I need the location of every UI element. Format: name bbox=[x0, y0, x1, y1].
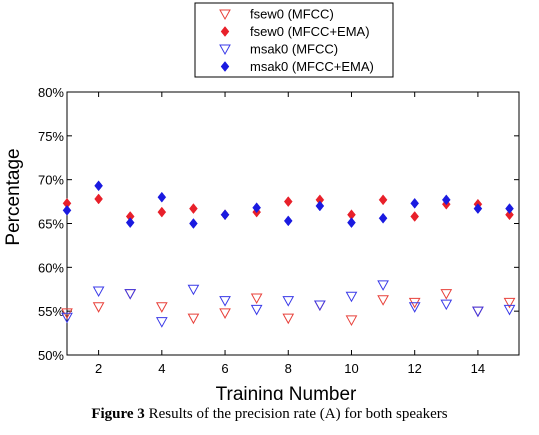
point-series-3 bbox=[472, 306, 484, 318]
x-tick-label: 14 bbox=[471, 361, 485, 376]
y-tick-label: 75% bbox=[38, 129, 64, 144]
point-series-2 bbox=[505, 209, 514, 221]
y-axis-label: Percentage bbox=[3, 148, 24, 245]
point-series-4 bbox=[315, 200, 325, 212]
point-series-2 bbox=[157, 206, 167, 218]
point-series-1 bbox=[440, 289, 453, 300]
point-series-1 bbox=[92, 302, 105, 313]
point-series-1 bbox=[219, 308, 231, 319]
point-series-2 bbox=[189, 203, 198, 214]
plot-axes: 50% 55% 60% 65% 70% 75% 80% 2 4 6 8 10 12 14 bbox=[38, 85, 520, 376]
point-series-4 bbox=[62, 204, 72, 216]
point-series-4 bbox=[252, 202, 261, 214]
x-tick-label: 4 bbox=[158, 361, 165, 376]
point-series-3 bbox=[187, 284, 200, 296]
point-series-4 bbox=[94, 180, 103, 192]
point-series-3 bbox=[440, 299, 453, 311]
legend-marker bbox=[219, 9, 231, 21]
x-tick-label: 2 bbox=[95, 361, 102, 376]
point-series-4 bbox=[189, 218, 198, 229]
legend-label: fsew0 (MFCC+EMA) bbox=[250, 24, 370, 39]
point-series-3 bbox=[61, 312, 73, 324]
point-series-3 bbox=[314, 300, 326, 312]
point-series-3 bbox=[250, 304, 263, 316]
point-series-3 bbox=[282, 296, 295, 307]
point-series-4 bbox=[220, 209, 230, 221]
point-series-4 bbox=[125, 217, 135, 229]
point-series-2 bbox=[283, 196, 293, 207]
legend-marker bbox=[220, 26, 230, 37]
legend-label: msak0 (MFCC) bbox=[250, 42, 338, 57]
x-tick-label: 8 bbox=[285, 361, 292, 376]
y-tick-label: 65% bbox=[38, 217, 64, 232]
point-series-1 bbox=[282, 313, 295, 325]
point-series-4 bbox=[441, 194, 451, 206]
y-tick-label: 55% bbox=[38, 304, 64, 319]
point-series-3 bbox=[503, 304, 516, 316]
point-series-4 bbox=[378, 212, 388, 224]
point-series-1 bbox=[314, 300, 326, 312]
y-tick-label: 70% bbox=[38, 173, 64, 188]
point-series-3 bbox=[408, 302, 421, 313]
point-series-4 bbox=[410, 197, 420, 209]
legend-label: fsew0 (MFCC) bbox=[250, 7, 334, 22]
x-tick-label: 12 bbox=[407, 361, 421, 376]
point-series-2 bbox=[94, 193, 103, 205]
point-series-2 bbox=[410, 211, 420, 222]
point-series-1 bbox=[345, 315, 358, 326]
point-series-3 bbox=[219, 296, 231, 307]
legend: fsew0 (MFCC) fsew0 (MFCC+EMA) msak0 (MFCC)… bbox=[194, 2, 394, 78]
legend-marker bbox=[220, 61, 230, 72]
point-series-4 bbox=[505, 203, 514, 214]
point-series-2 bbox=[378, 194, 388, 206]
point-series-3 bbox=[377, 280, 389, 291]
point-series-3 bbox=[92, 286, 105, 298]
figure-caption: Figure 3 Results of the precision rate (… bbox=[0, 406, 539, 423]
legend-box bbox=[194, 2, 394, 78]
precision-chart: 50% 55% 60% 65% 70% 75% 80% 2 4 6 8 10 12 14 fsew0 (M… bbox=[3, 2, 520, 400]
point-series-3 bbox=[345, 291, 358, 303]
legend-marker bbox=[219, 44, 231, 56]
point-series-1 bbox=[472, 306, 484, 318]
point-series-4 bbox=[473, 203, 483, 214]
y-tick-label: 60% bbox=[38, 260, 64, 275]
point-series-1 bbox=[155, 302, 168, 313]
point-series-3 bbox=[155, 317, 168, 328]
point-series-1 bbox=[377, 295, 389, 306]
plot-marks bbox=[61, 180, 516, 328]
x-axis-label: Training Number bbox=[216, 384, 357, 400]
point-series-1 bbox=[503, 297, 516, 309]
point-series-1 bbox=[250, 293, 263, 305]
point-series-1 bbox=[187, 313, 200, 325]
x-tick-label: 10 bbox=[344, 361, 358, 376]
y-tick-label: 80% bbox=[38, 85, 64, 100]
point-series-4 bbox=[347, 217, 356, 229]
y-tick-label: 50% bbox=[38, 348, 64, 363]
legend-label: msak0 (MFCC+EMA) bbox=[250, 59, 374, 74]
point-series-1 bbox=[124, 289, 137, 300]
figure-caption-label: Figure 3 bbox=[91, 406, 145, 422]
point-series-4 bbox=[157, 191, 167, 203]
x-tick-label: 6 bbox=[221, 361, 228, 376]
point-series-3 bbox=[124, 289, 137, 300]
point-series-4 bbox=[283, 215, 293, 227]
figure-caption-text: Results of the precision rate (A) for bo… bbox=[144, 406, 448, 422]
